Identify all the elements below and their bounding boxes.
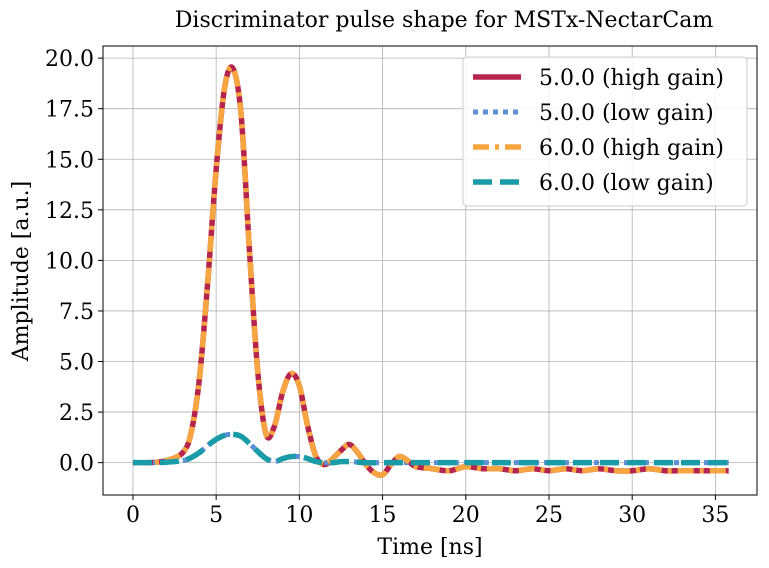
y-tick-label: 10.0 xyxy=(45,249,94,274)
y-tick-label: 2.5 xyxy=(59,401,94,426)
x-tick-label: 30 xyxy=(618,503,646,528)
x-tick-label: 15 xyxy=(369,503,397,528)
y-tick-label: 5.0 xyxy=(59,351,94,376)
x-tick-label: 5 xyxy=(209,503,223,528)
legend-label: 5.0.0 (high gain) xyxy=(539,66,724,91)
y-tick-label: 7.5 xyxy=(59,300,94,325)
x-tick-label: 0 xyxy=(126,503,140,528)
y-tick-label: 20.0 xyxy=(45,47,94,72)
x-tick-label: 35 xyxy=(701,503,729,528)
x-tick-label: 20 xyxy=(452,503,480,528)
y-tick-label: 0.0 xyxy=(59,452,94,477)
legend: 5.0.0 (high gain) 5.0.0 (low gain) 6.0.0 (… xyxy=(462,56,748,207)
y-tick-label: 12.5 xyxy=(45,199,94,224)
series-line-3 xyxy=(132,64,729,479)
x-axis-label: Time [ns] xyxy=(377,535,482,560)
x-tick-label: 25 xyxy=(535,503,563,528)
legend-label: 6.0.0 (low gain) xyxy=(539,171,714,196)
axis-ticks: 0 5 10 15 20 25 30 35 0.0 2.5 5.0 7.5 10.0 12.5 15.0 17… xyxy=(45,47,729,528)
series-line-2 xyxy=(132,431,729,466)
series-line-4 xyxy=(132,431,729,466)
series-group xyxy=(132,64,729,479)
plot-frame xyxy=(102,45,758,496)
legend-label: 6.0.0 (high gain) xyxy=(539,136,724,161)
legend-box xyxy=(462,56,748,207)
y-tick-label: 17.5 xyxy=(45,98,94,123)
y-axis-label: Amplitude [a.u.] xyxy=(9,181,34,362)
chart-title: Discriminator pulse shape for MSTx-Necta… xyxy=(175,8,714,33)
legend-label: 5.0.0 (low gain) xyxy=(539,101,714,126)
x-tick-label: 10 xyxy=(285,503,313,528)
y-tick-label: 15.0 xyxy=(45,148,94,173)
